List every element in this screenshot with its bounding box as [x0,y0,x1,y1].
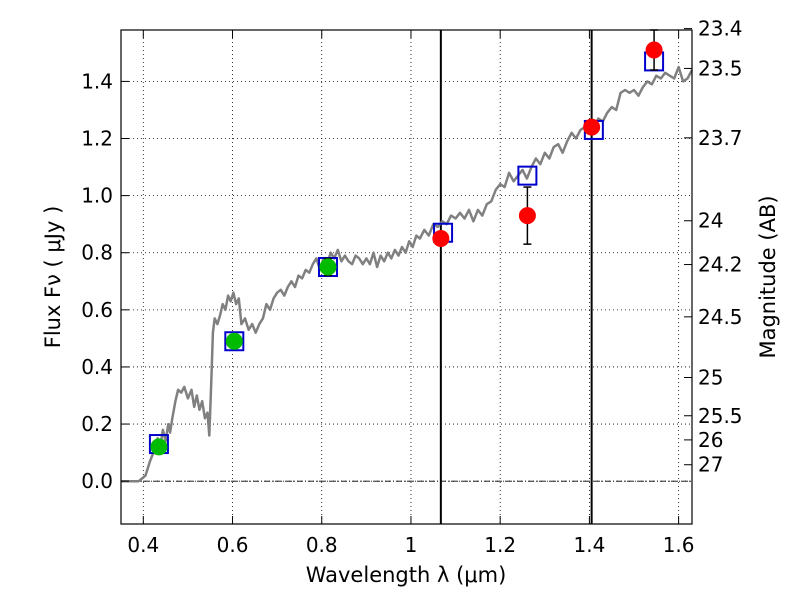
vertical-lines-layer [439,30,593,524]
y2-tick-label: 25 [698,365,723,389]
model-photometry-square [224,331,245,352]
y2-tick-label: 24.5 [698,305,743,329]
y-tick-label: 0.6 [81,298,113,322]
plot-frame [120,29,693,525]
x-tick-label: 0.4 [127,533,159,557]
y2-axis-title: Magnitude (AB) [756,195,780,358]
y2-tick-label: 27 [698,453,723,477]
x-tick-label: 0.6 [217,533,249,557]
y-tick-label: 0.0 [81,469,113,493]
model-sed-layer [121,65,694,483]
y-tick-label: 1.2 [81,127,113,151]
y2-tick-label: 23.5 [698,56,743,80]
nir-flux-point [583,118,601,136]
optical-flux-point [150,438,168,456]
y2-tick-label: 24 [698,209,723,233]
y-tick-label: 0.2 [81,412,113,436]
x-tick-label: 1.4 [573,533,605,557]
model-sed-line [121,65,694,483]
x-tick-label: 1 [405,533,418,557]
optical-flux-point [225,332,243,350]
x-tick-label: 1.6 [663,533,695,557]
axes-layer [120,28,693,525]
grid-layer [121,30,692,524]
y-tick-label: 1.0 [81,184,113,208]
nir-flux-point [645,41,663,59]
x-tick-label: 0.8 [306,533,338,557]
y2-tick-label: 23.4 [698,17,743,41]
y-tick-label: 0.8 [81,241,113,265]
model-photometry-square [517,165,538,186]
y-tick-label: 1.4 [81,69,113,93]
y2-tick-label: 26 [698,428,723,452]
x-tick-label: 1.2 [484,533,516,557]
y-tick-label: 0.4 [81,355,113,379]
y2-tick-label: 24.2 [698,253,743,277]
x-axis-title: Wavelength λ (μm) [306,563,507,587]
optical-flux-point [319,258,337,276]
photometry-points-layer [148,29,665,456]
y2-tick-label: 25.5 [698,404,743,428]
y-axis-title: Flux Fν ( μJy ) [41,206,65,349]
nir-flux-point [432,229,450,247]
y2-tick-label: 23.7 [698,126,743,150]
tick-labels-layer: 0.4 0.6 0.8 1 1.2 1.4 1.6 0.0 0.2 0.4 0.6 0.8 1.0 1.2… [81,17,742,557]
nir-flux-point [518,207,536,225]
